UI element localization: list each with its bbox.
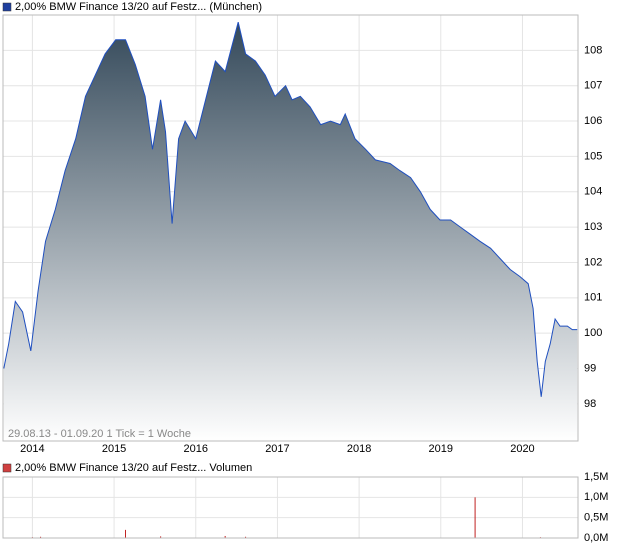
- y-tick-label: 101: [584, 292, 602, 304]
- x-tick-label: 2015: [102, 443, 126, 455]
- y-tick-label: 105: [584, 150, 602, 162]
- y-tick-label: 98: [584, 398, 596, 410]
- area-fill: [3, 22, 578, 441]
- legend-label: 2,00% BMW Finance 13/20 auf Festz... Vol…: [15, 462, 252, 474]
- legend-label: 2,00% BMW Finance 13/20 auf Festz... (Mü…: [15, 1, 262, 13]
- plot-frame: [2, 476, 579, 539]
- y-tick-label: 0,5M: [584, 512, 608, 524]
- y-tick-label: 99: [584, 362, 596, 374]
- y-tick-label: 0,0M: [584, 532, 608, 544]
- legend-swatch: [2, 463, 12, 473]
- y-tick-label: 1,5M: [584, 471, 608, 483]
- y-tick-label: 107: [584, 80, 602, 92]
- legend-swatch: [2, 2, 12, 12]
- price-line: [3, 21, 578, 397]
- y-tick-label: 100: [584, 327, 602, 339]
- y-tick-label: 106: [584, 115, 602, 127]
- x-tick-label: 2016: [184, 443, 208, 455]
- y-tick-label: 1,0M: [584, 491, 608, 503]
- plot-frame: [2, 14, 579, 442]
- x-tick-label: 2020: [510, 443, 534, 455]
- annotation: 29.08.13 - 01.09.20 1 Tick = 1 Woche: [8, 428, 191, 440]
- x-tick-label: 2018: [347, 443, 371, 455]
- x-tick-label: 2014: [20, 443, 44, 455]
- y-tick-label: 102: [584, 256, 602, 268]
- x-tick-label: 2017: [265, 443, 289, 455]
- y-tick-label: 103: [584, 221, 602, 233]
- y-tick-label: 108: [584, 44, 602, 56]
- x-tick-label: 2019: [429, 443, 453, 455]
- y-tick-label: 104: [584, 186, 602, 198]
